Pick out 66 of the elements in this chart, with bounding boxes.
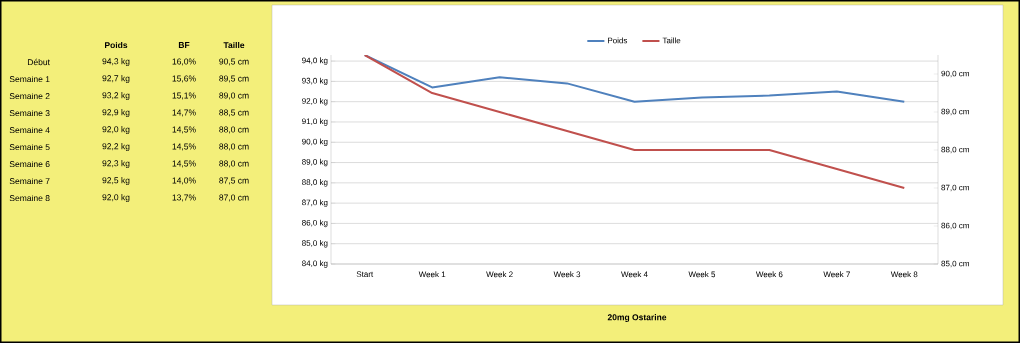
text: 16,0% (172, 58, 196, 66)
text: 87,0 cm (219, 194, 249, 202)
text: 14,7% (172, 109, 196, 117)
text: 15,1% (172, 92, 196, 100)
y2-tick-label: 87,0 cm (941, 184, 969, 192)
text: 90,5 cm (219, 58, 249, 66)
text: 89,5 cm (219, 75, 249, 83)
y2-tick-label: 86,0 cm (941, 222, 969, 230)
y2-tick-label: 85,0 cm (941, 260, 969, 268)
text: 15,6% (172, 75, 196, 83)
y-tick-label: 86,0 kg (302, 219, 328, 228)
text: 14,5% (172, 143, 196, 151)
text: 14,5% (172, 160, 196, 168)
y-tick-label: 91,0 kg (302, 118, 328, 126)
y-tick-label: Semaine 3 (9, 109, 50, 117)
y-tick-label: 93,0 kg (302, 77, 328, 86)
text: 88,0 cm (219, 126, 249, 134)
text: 94,3 kg (102, 58, 130, 66)
y-tick-label: 88,0 kg (302, 179, 328, 187)
y2-tick-label: 89,0 cm (941, 108, 969, 116)
y-tick-label: 84,0 kg (302, 260, 328, 268)
x-tick-label: Week 6 (755, 271, 783, 278)
text: 14,0% (172, 177, 196, 185)
text: 20mg Ostarine (607, 314, 667, 322)
x-tick-label: Week 3 (553, 271, 581, 278)
x-tick-label: Week 7 (823, 271, 850, 278)
text: 92,0 kg (102, 126, 130, 134)
text: 93,2 kg (102, 92, 130, 100)
text: 92,3 kg (102, 160, 130, 168)
x-tick-label: Taille (223, 41, 245, 49)
x-tick-label: Week 2 (486, 271, 513, 278)
y-tick-label: Semaine 1 (9, 75, 50, 83)
x-tick-label: BF (178, 42, 190, 48)
text: 89,0 cm (219, 92, 249, 100)
x-tick-label: Start (356, 271, 374, 277)
y2-tick-label: 90,0 cm (941, 70, 969, 78)
text: 92,2 kg (102, 143, 130, 151)
y-tick-label: 85,0 kg (302, 239, 328, 248)
text: 92,7 kg (102, 75, 130, 83)
x-tick-label: Poids (105, 41, 128, 49)
x-tick-label: Week 4 (621, 271, 648, 278)
text: 88,5 cm (219, 109, 249, 117)
y-tick-label: 89,0 kg (302, 158, 328, 167)
y-tick-label: Semaine 5 (9, 143, 50, 151)
text: 92,0 kg (102, 194, 130, 202)
y-tick-label: 94,0 kg (302, 57, 328, 65)
text: 88,0 cm (219, 160, 249, 168)
x-tick-label: Week 1 (418, 271, 446, 278)
y-tick-label: Semaine 6 (9, 160, 50, 168)
y-tick-label: 92,0 kg (302, 97, 328, 106)
x-tick-label: Week 5 (688, 271, 716, 278)
text: 87,5 cm (219, 177, 249, 185)
y-tick-label: Semaine 4 (9, 126, 50, 134)
y-tick-label: Semaine 8 (9, 194, 50, 202)
y-tick-label: Semaine 2 (9, 92, 50, 100)
y-tick-label: 87,0 kg (302, 199, 328, 207)
text: 92,9 kg (102, 109, 130, 117)
y2-tick-label: 88,0 cm (941, 146, 969, 154)
text: 14,5% (172, 126, 196, 134)
y-tick-label: Début (27, 58, 50, 66)
text: 13,7% (172, 194, 196, 202)
text: 92,5 kg (102, 177, 130, 185)
x-tick-label: Week 8 (890, 271, 918, 278)
y-tick-label: Semaine 7 (9, 177, 50, 185)
y-tick-label: 90,0 kg (302, 138, 328, 146)
text: 88,0 cm (219, 143, 249, 151)
